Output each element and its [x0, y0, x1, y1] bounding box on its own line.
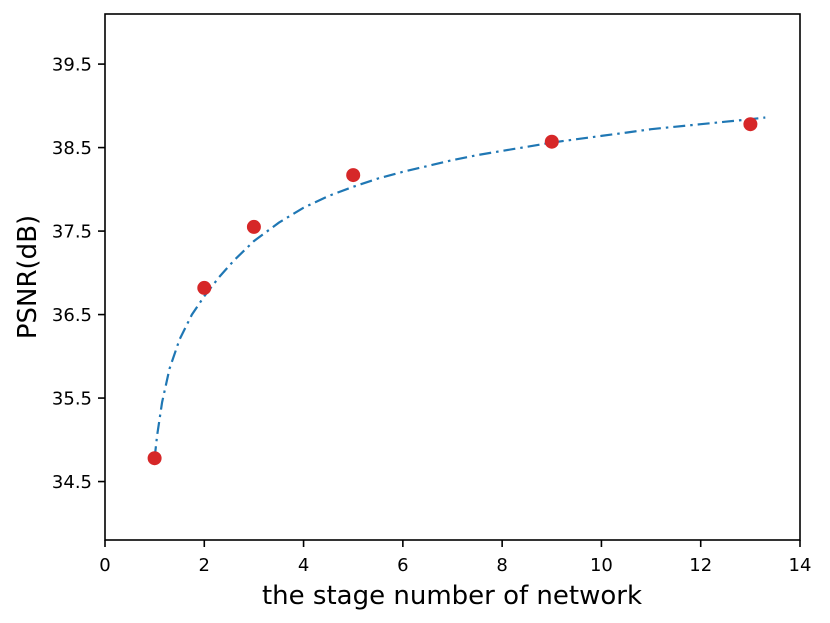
y-axis-ticks: 34.5 35.5 36.5 37.5 38.5 39.5	[52, 55, 105, 493]
x-tick-label: 2	[199, 555, 210, 576]
y-tick-label: 34.5	[52, 472, 92, 493]
x-tick-label: 4	[298, 555, 309, 576]
y-tick-label: 35.5	[52, 389, 92, 410]
y-axis-label: PSNR(dB)	[13, 215, 43, 339]
data-point	[147, 451, 162, 466]
fit-curve-line	[153, 116, 766, 459]
x-tick-label: 12	[689, 555, 712, 576]
y-tick-label: 36.5	[52, 305, 92, 326]
x-axis-ticks: 0 2 4 6 8 10 12 14	[99, 540, 811, 576]
y-tick-label: 38.5	[52, 138, 92, 159]
y-tick-label: 39.5	[52, 55, 92, 76]
data-point	[346, 168, 361, 183]
data-points	[147, 117, 758, 466]
x-tick-label: 10	[590, 555, 613, 576]
data-point	[197, 280, 212, 295]
y-tick-label: 37.5	[52, 222, 92, 243]
data-point	[544, 134, 559, 149]
x-tick-label: 14	[789, 555, 812, 576]
plot-border	[104, 13, 801, 541]
data-point	[743, 117, 758, 132]
data-point	[246, 219, 261, 234]
x-axis-label: the stage number of network	[262, 581, 642, 611]
x-tick-label: 0	[99, 555, 110, 576]
x-tick-label: 8	[496, 555, 507, 576]
x-tick-label: 6	[397, 555, 408, 576]
